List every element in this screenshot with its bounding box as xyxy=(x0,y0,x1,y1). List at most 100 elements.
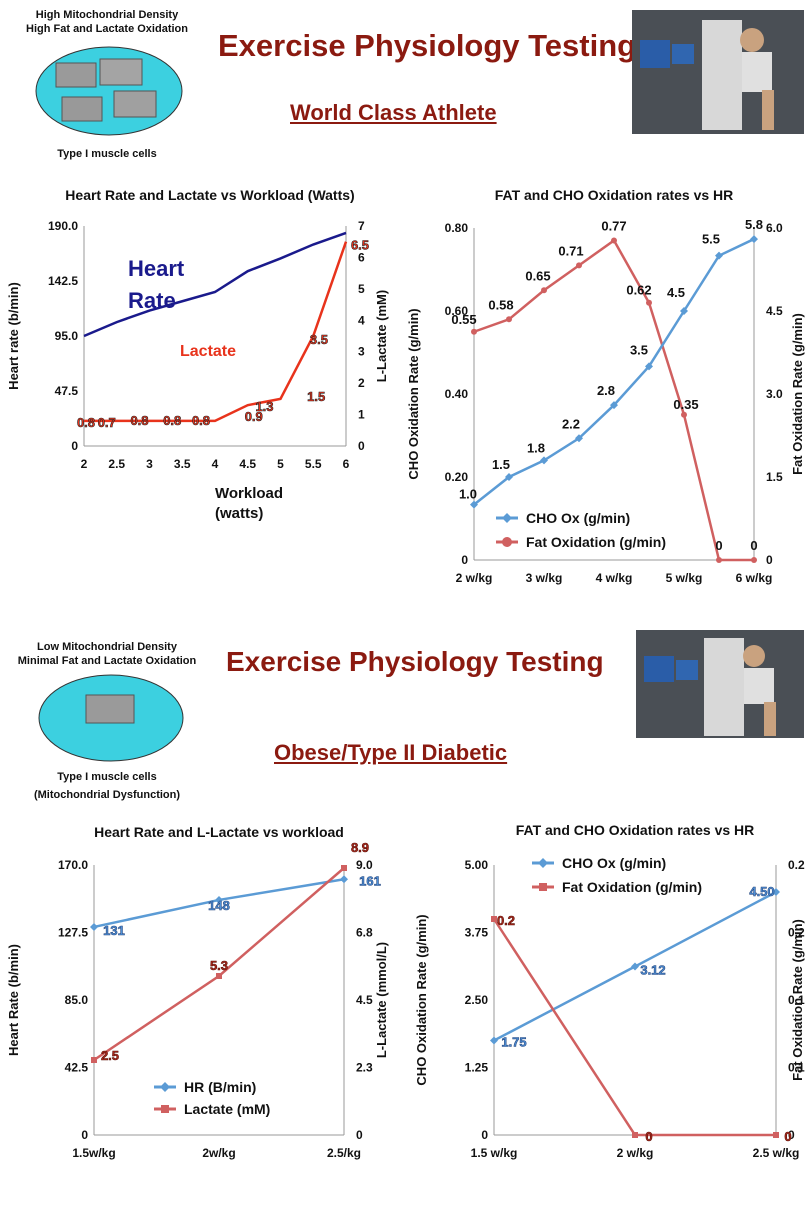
data-point xyxy=(681,411,687,418)
data-label: 3.5 xyxy=(630,342,648,357)
x-tick-label: 3.5 xyxy=(174,457,191,471)
data-point xyxy=(631,962,639,971)
legend-label: CHO Ox (g/min) xyxy=(526,510,630,526)
data-point xyxy=(751,557,757,563)
y-tick-label: 0 xyxy=(71,439,78,453)
data-label: 0 xyxy=(784,1129,791,1144)
data-label: 1.5 xyxy=(307,389,325,404)
cell-caption2-line2: Minimal Fat and Lactate Oxidation xyxy=(17,655,197,667)
y-tick-label: 1.25 xyxy=(465,1061,489,1075)
data-label: 161 xyxy=(359,873,381,888)
legend-marker xyxy=(160,1082,170,1092)
fat-cho-oxidation-chart-1: FAT and CHO Oxidation rates vs HR 0 0.20 0.… xyxy=(406,187,805,585)
legend-marker xyxy=(538,858,548,868)
data-label: 0.8 xyxy=(163,413,181,428)
data-point xyxy=(505,473,513,481)
data-label: 6.5 xyxy=(351,238,369,253)
y2-tick-label: 0.2 xyxy=(788,858,805,872)
chart-title: Heart Rate and Lactate vs Workload (Watt… xyxy=(65,187,354,203)
x-tick-label: 1.5 w/kg xyxy=(471,1146,518,1160)
muscle-cell-ellipse-2 xyxy=(38,674,184,762)
y-tick-label: 190.0 xyxy=(48,219,78,233)
chart-title: Heart Rate and L-Lactate vs workload xyxy=(94,824,344,840)
x-tick-label: 2.5 xyxy=(108,457,125,471)
x-tick-label: 4 w/kg xyxy=(596,571,633,585)
x-tick-label: 6 xyxy=(343,457,350,471)
muscle-cell-ellipse xyxy=(35,46,183,136)
data-label: 0.8 xyxy=(192,413,210,428)
page-subtitle-2: Obese/Type II Diabetic xyxy=(274,740,508,765)
data-label: 0.58 xyxy=(488,297,513,312)
data-label: 3.5 xyxy=(310,332,328,347)
x-tick-label: 1.5w/kg xyxy=(72,1146,115,1160)
x-tick-label: 5 w/kg xyxy=(666,571,703,585)
x-tick-label: 5.5 xyxy=(305,457,322,471)
data-label: 0.77 xyxy=(601,218,626,233)
x-tick-label: 5 xyxy=(277,457,284,471)
legend-marker xyxy=(161,1105,169,1113)
series-line-0 xyxy=(83,231,347,338)
y2-tick-label: 6.8 xyxy=(356,926,373,940)
series-line-0 xyxy=(473,237,755,506)
data-label: 4.5 xyxy=(667,285,685,300)
cell-caption-top-2: Low Mitochondrial Density Minimal Fat an… xyxy=(2,640,212,668)
data-point xyxy=(341,865,347,871)
y-tick-label: 42.5 xyxy=(65,1061,89,1075)
data-point xyxy=(680,307,688,315)
x-tick-label: 6 w/kg xyxy=(736,571,773,585)
y2-tick-label: 0 xyxy=(356,1128,363,1142)
y-tick-label: 3.75 xyxy=(465,926,489,940)
y2-tick-label: 3.0 xyxy=(766,387,783,401)
data-label: 1.75 xyxy=(501,1035,526,1050)
y2-tick-label: 4.5 xyxy=(356,993,373,1007)
series-line-1 xyxy=(492,918,776,1137)
y-tick-label: 0.20 xyxy=(445,470,469,484)
data-label: 0.8 xyxy=(130,413,148,428)
muscle-cell-diagram-2 xyxy=(36,673,186,763)
y2-tick-label: 4 xyxy=(358,313,365,327)
legend-marker xyxy=(539,883,547,891)
y2-tick-label: 1 xyxy=(358,408,365,422)
data-point xyxy=(216,973,222,979)
y-tick-label: 5.00 xyxy=(465,858,489,872)
fat-cho-oxidation-chart-2: FAT and CHO Oxidation rates vs HR 0 1.25 2.… xyxy=(414,822,805,1160)
y2-axis-title: L-Lactate (mM) xyxy=(374,290,389,382)
legend-label: Fat Oxidation (g/min) xyxy=(562,879,702,895)
y2-tick-label: 6.0 xyxy=(766,221,783,235)
data-point xyxy=(91,1057,97,1063)
data-point xyxy=(645,362,653,371)
data-label: 0.62 xyxy=(626,283,651,298)
data-point xyxy=(541,287,547,294)
data-label: 0.65 xyxy=(525,268,550,283)
y2-tick-label: 0.2 xyxy=(788,926,805,940)
athlete-photo-2 xyxy=(636,630,804,738)
y-tick-label: 95.0 xyxy=(55,329,79,343)
data-point xyxy=(610,401,618,410)
y-axis-title: CHO Oxidation Rate (g/min) xyxy=(406,308,421,479)
data-label: 0.7 xyxy=(98,415,116,430)
data-label: 8.9 xyxy=(351,840,369,855)
data-label: 1.3 xyxy=(255,399,273,414)
athlete-photo xyxy=(632,10,804,134)
y2-tick-label: 3 xyxy=(358,345,365,359)
legend-label: HR (B/min) xyxy=(184,1079,256,1095)
x-tick-label: 2.5/kg xyxy=(327,1146,361,1160)
data-label: 1.0 xyxy=(459,487,477,502)
y-tick-label: 0.60 xyxy=(445,304,469,318)
x-axis-title: Workload xyxy=(215,485,283,502)
y-tick-label: 0 xyxy=(481,1128,488,1142)
data-point xyxy=(750,235,758,244)
data-label: 148 xyxy=(208,898,230,913)
data-point xyxy=(576,262,582,269)
y2-tick-label: 0 xyxy=(358,439,365,453)
cell-caption2-bottom-line2: (Mitochondrial Dysfunction) xyxy=(33,789,181,801)
x-tick-label: 2 w/kg xyxy=(617,1146,654,1160)
y-tick-label: 0 xyxy=(81,1128,88,1142)
legend-label: CHO Ox (g/min) xyxy=(562,855,666,871)
heart-rate-lactate-chart-1: Heart Rate and Lactate vs Workload (Watt… xyxy=(6,187,389,522)
y-tick-label: 85.0 xyxy=(65,993,89,1007)
data-label: 0.55 xyxy=(451,312,476,327)
data-label: 3.12 xyxy=(640,963,665,978)
cell-caption-top: High Mitochondrial Density High Fat and … xyxy=(2,8,212,36)
y2-tick-label: 2.3 xyxy=(356,1061,373,1075)
